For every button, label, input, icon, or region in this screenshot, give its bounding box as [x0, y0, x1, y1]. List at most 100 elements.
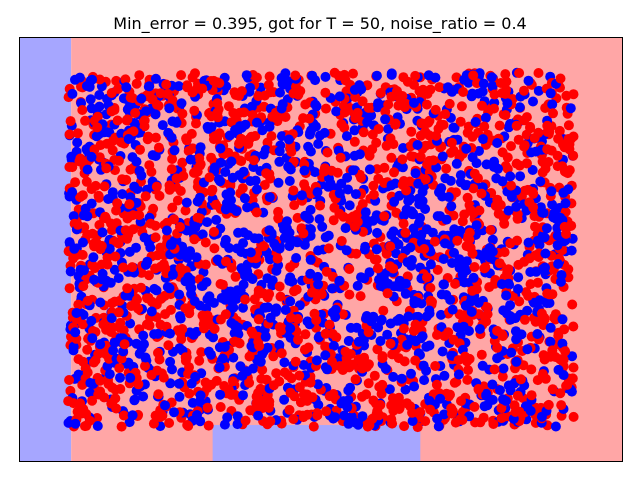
data-point-positive: [371, 254, 382, 265]
data-point-positive: [92, 122, 103, 133]
data-point-positive: [444, 98, 455, 109]
data-point-positive: [451, 72, 462, 83]
data-point-positive: [421, 99, 432, 110]
data-point-negative: [144, 81, 155, 92]
data-point-negative: [436, 309, 446, 320]
data-point-negative: [255, 356, 266, 367]
data-point-positive: [284, 404, 295, 415]
data-point-negative: [528, 297, 539, 308]
data-point-positive: [206, 152, 217, 163]
data-point-positive: [155, 412, 166, 423]
data-point-negative: [163, 127, 174, 138]
data-point-positive: [494, 258, 505, 269]
data-point-negative: [514, 102, 525, 113]
data-point-negative: [246, 101, 257, 112]
data-point-positive: [290, 70, 301, 81]
data-point-negative: [322, 364, 332, 375]
data-point-negative: [220, 238, 230, 249]
data-point-positive: [513, 134, 524, 145]
data-point-negative: [340, 223, 351, 234]
data-point-negative: [70, 74, 80, 85]
data-point-negative: [478, 134, 489, 145]
data-point-negative: [545, 322, 556, 333]
data-point-positive: [119, 339, 130, 350]
data-point-positive: [263, 79, 274, 90]
data-point-positive: [289, 200, 300, 211]
data-point-positive: [285, 387, 296, 398]
data-point-positive: [429, 236, 440, 247]
data-point-positive: [134, 70, 145, 81]
data-point-negative: [343, 184, 353, 195]
data-point-positive: [150, 232, 161, 243]
data-point-positive: [290, 356, 301, 367]
data-point-positive: [122, 114, 133, 125]
data-point-positive: [274, 322, 285, 333]
data-point-negative: [522, 344, 533, 355]
data-point-positive: [220, 309, 231, 320]
data-point-negative: [405, 242, 416, 253]
data-point-positive: [211, 199, 221, 210]
data-point-positive: [532, 277, 543, 288]
data-point-negative: [195, 390, 206, 401]
data-point-negative: [164, 283, 175, 294]
data-point-negative: [77, 237, 88, 248]
data-point-positive: [264, 71, 275, 82]
data-point-negative: [371, 244, 382, 255]
data-point-positive: [558, 354, 569, 365]
data-point-negative: [513, 272, 524, 283]
data-point-negative: [533, 85, 544, 96]
data-point-positive: [431, 130, 442, 141]
data-point-positive: [431, 379, 442, 390]
data-point-positive: [120, 74, 131, 85]
data-point-negative: [228, 302, 239, 313]
data-point-negative: [226, 156, 237, 167]
data-point-negative: [109, 264, 120, 275]
data-point-negative: [410, 336, 421, 347]
data-point-positive: [118, 410, 129, 421]
data-point-negative: [197, 229, 208, 240]
data-point-negative: [413, 311, 424, 322]
data-point-positive: [519, 115, 530, 126]
data-point-positive: [529, 133, 540, 144]
data-point-negative: [152, 328, 163, 339]
data-point-positive: [175, 263, 186, 274]
data-point-positive: [177, 108, 188, 119]
data-point-negative: [296, 190, 307, 201]
data-point-positive: [209, 226, 219, 237]
data-point-negative: [470, 117, 481, 127]
data-point-negative: [320, 71, 331, 82]
data-point-positive: [406, 126, 417, 137]
data-point-positive: [148, 418, 159, 429]
data-point-negative: [175, 311, 185, 322]
data-point-negative: [269, 238, 280, 249]
data-point-negative: [245, 176, 256, 187]
data-point-negative: [349, 125, 360, 136]
data-point-negative: [477, 86, 488, 97]
data-point-negative: [310, 121, 321, 132]
data-point-negative: [457, 269, 468, 280]
data-point-positive: [109, 105, 120, 115]
data-point-positive: [382, 288, 393, 299]
data-point-positive: [344, 289, 355, 300]
data-point-positive: [524, 197, 535, 208]
data-point-negative: [400, 384, 411, 395]
data-point-negative: [330, 304, 341, 315]
data-point-negative: [202, 217, 213, 228]
data-point-negative: [71, 308, 82, 318]
data-point-positive: [145, 218, 156, 229]
data-point-positive: [167, 95, 178, 106]
data-point-positive: [311, 315, 322, 326]
data-point-positive: [475, 417, 486, 428]
data-point-positive: [194, 153, 205, 164]
data-point-negative: [285, 272, 296, 283]
data-point-negative: [94, 101, 105, 112]
data-point-positive: [378, 305, 389, 316]
data-point-positive: [441, 163, 452, 174]
data-point-negative: [486, 72, 497, 83]
data-point-negative: [437, 346, 448, 357]
data-point-positive: [189, 167, 199, 178]
data-point-positive: [302, 409, 313, 420]
data-point-negative: [552, 230, 563, 241]
data-point-negative: [117, 189, 128, 200]
data-point-positive: [362, 421, 373, 432]
